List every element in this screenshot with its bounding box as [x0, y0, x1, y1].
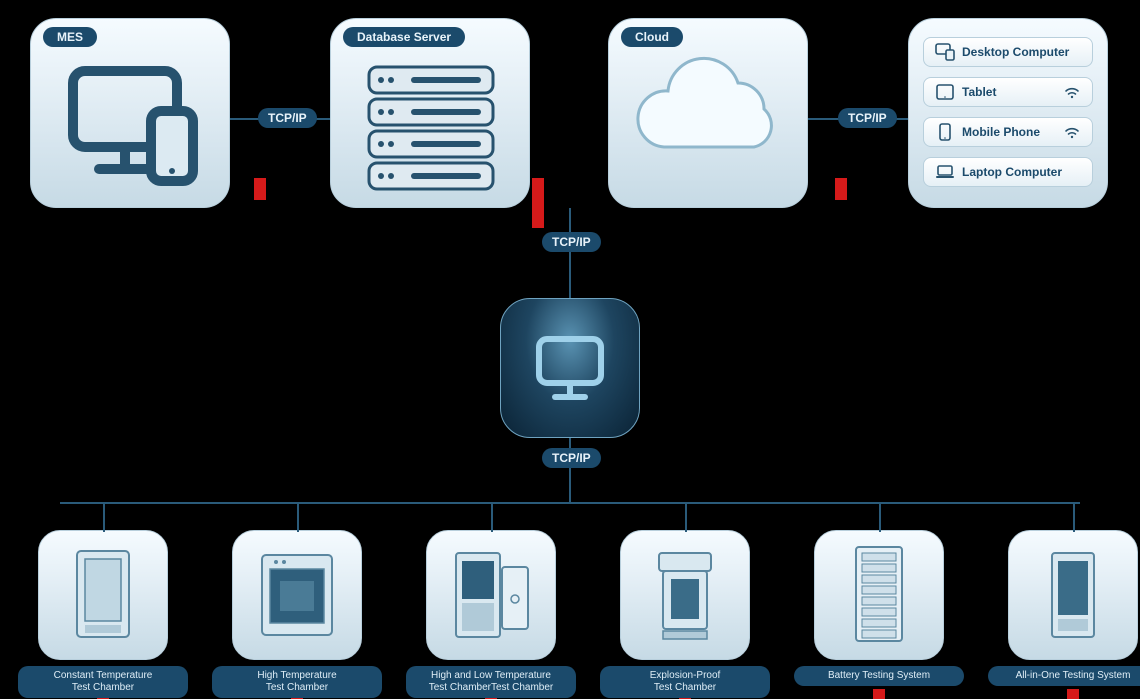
node-mes: MES: [30, 18, 230, 208]
wifi-icon: [1064, 85, 1082, 99]
node-db: Database Server: [330, 18, 530, 208]
bus-drop-3: [491, 502, 493, 532]
node-explosion-proof: [620, 530, 750, 660]
device-phone-label: Mobile Phone: [962, 125, 1064, 139]
device-desktop: Desktop Computer: [923, 37, 1093, 67]
red-stub-b5: [873, 689, 885, 699]
red-stub-db: [532, 178, 544, 228]
wifi-icon: [1064, 125, 1082, 139]
chamber-icon: [252, 545, 342, 645]
cap-allinone: All-in-One Testing System: [988, 666, 1140, 686]
cap-highlow-temp: High and Low TemperatureTest ChamberTest…: [406, 666, 576, 698]
device-desktop-label: Desktop Computer: [962, 45, 1082, 59]
device-tablet: Tablet: [923, 77, 1093, 107]
chamber-icon: [446, 545, 536, 645]
bus-drop-6: [1073, 502, 1075, 532]
chamber-icon: [63, 545, 143, 645]
bus-drop-1: [103, 502, 105, 532]
desktop-icon: [934, 43, 956, 61]
node-db-title: Database Server: [343, 27, 465, 47]
node-const-temp: [38, 530, 168, 660]
connector-bus: [60, 502, 1080, 504]
device-laptop-label: Laptop Computer: [962, 165, 1082, 179]
tablet-icon: [934, 84, 956, 100]
bus-drop-5: [879, 502, 881, 532]
diagram-canvas: MES Database Server: [0, 0, 1140, 699]
chamber-icon: [645, 545, 725, 645]
cap-explosion: Explosion-ProofTest Chamber: [600, 666, 770, 698]
node-cloud-title: Cloud: [621, 27, 683, 47]
node-battery-system: [814, 530, 944, 660]
cap-const-temp: Constant TemperatureTest Chamber: [18, 666, 188, 698]
bus-drop-2: [297, 502, 299, 532]
bus-drop-4: [685, 502, 687, 532]
server-rack-icon: [331, 19, 531, 209]
red-stub-cloud: [835, 178, 847, 200]
hub-monitor-icon: [525, 323, 615, 413]
chamber-icon: [1038, 545, 1108, 645]
tcpip-badge-3: TCP/IP: [838, 108, 897, 128]
red-stub-b6: [1067, 689, 1079, 699]
monitor-phone-icon: [31, 19, 231, 209]
node-high-temp: [232, 530, 362, 660]
tcpip-badge-4: TCP/IP: [542, 448, 601, 468]
rack-icon: [844, 543, 914, 648]
cap-high-temp: High TemperatureTest Chamber: [212, 666, 382, 698]
cloud-icon: [609, 19, 809, 209]
cap-battery: Battery Testing System: [794, 666, 964, 686]
node-hub: [500, 298, 640, 438]
laptop-icon: [934, 165, 956, 179]
device-laptop: Laptop Computer: [923, 157, 1093, 187]
device-tablet-label: Tablet: [962, 85, 1064, 99]
node-devices: Desktop Computer Tablet Mobile Phone: [908, 18, 1108, 208]
node-allinone: [1008, 530, 1138, 660]
phone-icon: [934, 123, 956, 141]
connector-db-hub: [569, 208, 571, 298]
node-highlow-temp: [426, 530, 556, 660]
node-mes-title: MES: [43, 27, 97, 47]
tcpip-badge-2: TCP/IP: [542, 232, 601, 252]
tcpip-badge-1: TCP/IP: [258, 108, 317, 128]
red-stub-mes: [254, 178, 266, 200]
node-cloud: Cloud: [608, 18, 808, 208]
device-phone: Mobile Phone: [923, 117, 1093, 147]
